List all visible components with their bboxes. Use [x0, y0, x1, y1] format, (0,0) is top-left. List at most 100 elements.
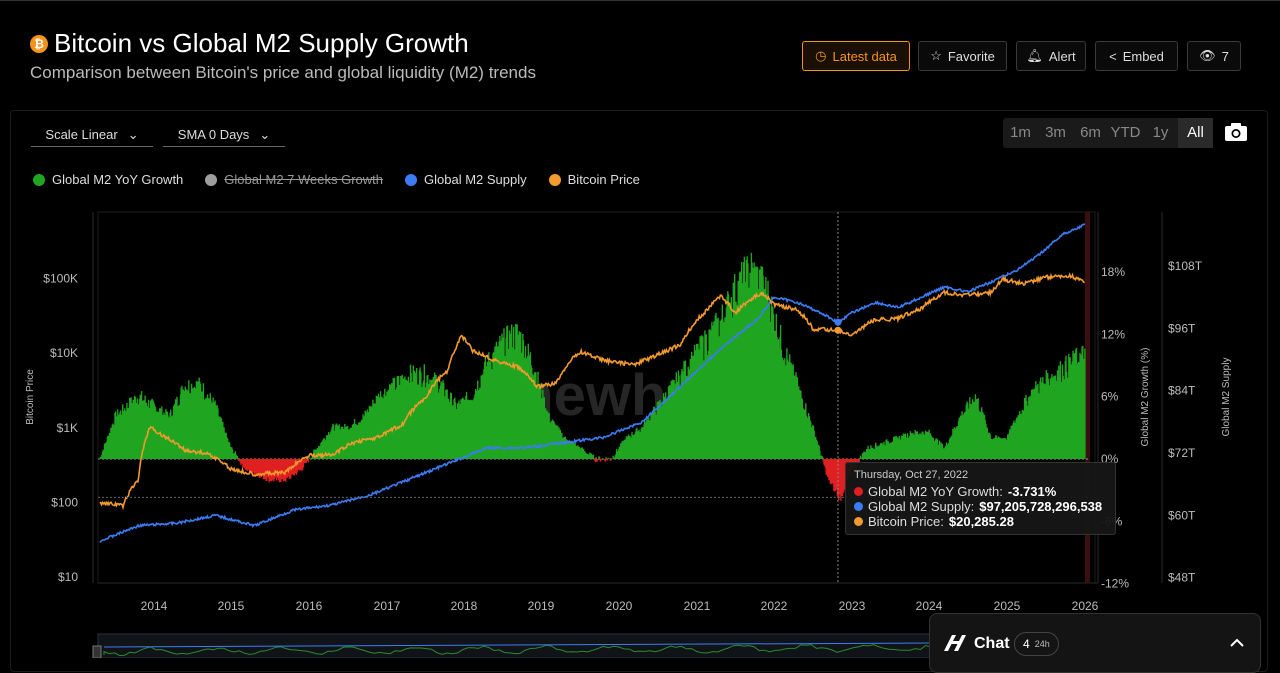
growth-area-positive	[99, 252, 1086, 459]
x-tick-label: 2024	[916, 599, 943, 613]
legend-dot	[548, 173, 561, 186]
tooltip-label: Global M2 YoY Growth:	[868, 484, 1003, 499]
growth-tick-label: -12%	[1101, 577, 1129, 591]
tooltip-row-btc: Bitcoin Price: $20,285.28	[854, 514, 1107, 529]
views-count: 7	[1221, 48, 1229, 64]
growth-area-negative	[99, 459, 863, 501]
legend-item-m2-supply[interactable]: Global M2 Supply	[405, 172, 527, 187]
chat-period: 24h	[1034, 639, 1050, 649]
supply-axis-title: Global M2 Supply	[1221, 358, 1232, 437]
m2-supply-line	[99, 223, 1086, 543]
alert-label: Alert	[1048, 48, 1076, 64]
newhedge-logo-icon	[944, 635, 966, 651]
x-tick-label: 2022	[761, 599, 788, 613]
tooltip-label: Global M2 Supply:	[868, 499, 975, 514]
title-row: ₿ Bitcoin vs Global M2 Supply Growth	[30, 28, 469, 59]
top-divider	[0, 0, 1280, 5]
navigator-supply-line	[103, 642, 931, 648]
tooltip-dot	[854, 517, 863, 526]
latest-data-label: Latest data	[832, 48, 897, 64]
btc-tick-label: $10K	[50, 346, 78, 360]
growth-tick-label: 18%	[1101, 265, 1125, 279]
x-tick-label: 2025	[994, 599, 1021, 613]
legend-label: Global M2 YoY Growth	[52, 172, 184, 187]
supply-tick-label: $48T	[1168, 571, 1196, 585]
growth-tick-label: 6%	[1101, 390, 1119, 404]
btc-tick-label: $1K	[57, 421, 78, 435]
page-subtitle: Comparison between Bitcoin's price and g…	[30, 63, 536, 82]
latest-data-button[interactable]: ◷ Latest data	[802, 41, 910, 71]
legend-item-m2-7w[interactable]: Global M2 7 Weeks Growth	[205, 172, 383, 187]
supply-tick-label: $84T	[1168, 384, 1196, 398]
supply-tick-label: $96T	[1168, 321, 1196, 335]
bitcoin-icon: ₿	[30, 34, 48, 53]
embed-button[interactable]: < Embed	[1095, 41, 1178, 71]
x-tick-label: 2014	[141, 599, 168, 613]
tooltip-date: Thursday, Oct 27, 2022	[854, 469, 969, 481]
bitcoin-price-line	[99, 272, 1085, 511]
chart-legend: Global M2 YoY Growth Global M2 7 Weeks G…	[33, 172, 640, 187]
x-tick-label: 2015	[218, 599, 245, 613]
range-1m[interactable]: 1m	[1010, 124, 1031, 141]
x-tick-label: 2020	[606, 599, 633, 613]
legend-label: Global M2 7 Weeks Growth	[224, 172, 384, 187]
scale-dropdown-label: Scale Linear	[45, 127, 118, 142]
growth-axis-title: Global M2 Growth (%)	[1140, 348, 1151, 447]
sma-dropdown[interactable]: SMA 0 Days ⌄	[163, 123, 285, 147]
supply-marker	[834, 318, 842, 326]
range-1y[interactable]: 1y	[1152, 124, 1169, 141]
chat-widget[interactable]: Chat 4 24h	[929, 613, 1261, 673]
legend-dot	[33, 173, 45, 186]
chart-canvas[interactable]: newhedge $10$100$1K$10K$100K-12%-6%0%6%1…	[0, 0, 1280, 658]
range-ytd[interactable]: YTD	[1110, 124, 1141, 141]
favorite-button[interactable]: ☆ Favorite	[918, 41, 1007, 71]
tooltip-value: $97,205,728,296,538	[979, 499, 1103, 514]
bell-icon: 🔔︎	[1026, 48, 1043, 63]
range-all[interactable]: All	[1178, 118, 1213, 148]
tooltip-value: -3.731%	[1007, 484, 1057, 499]
tooltip-value: $20,285.28	[948, 514, 1014, 529]
x-tick-label: 2026	[1072, 599, 1099, 613]
chat-count-badge: 4 24h	[1014, 632, 1059, 656]
chart-tooltip: Thursday, Oct 27, 2022 Global M2 YoY Gro…	[845, 462, 1116, 535]
chevron-down-icon: ⌄	[259, 126, 271, 142]
range-selector: 1m 3m 6m YTD 1y All	[1003, 118, 1213, 148]
embed-label: Embed	[1122, 48, 1164, 64]
x-tick-label: 2017	[374, 599, 401, 613]
btc-marker	[834, 326, 842, 334]
navigator-handle	[92, 645, 102, 658]
latest-marker	[1085, 212, 1090, 583]
btc-tick-label: $100	[51, 495, 78, 509]
range-6m[interactable]: 6m	[1080, 124, 1101, 141]
eye-icon: 👁︎	[1199, 48, 1216, 63]
star-icon: ☆	[930, 48, 942, 63]
tooltip-row-supply: Global M2 Supply: $97,205,728,296,538	[854, 499, 1107, 514]
legend-item-bitcoin-price[interactable]: Bitcoin Price	[548, 172, 640, 187]
btc-tick-label: $100K	[43, 272, 78, 286]
legend-dot	[405, 173, 418, 186]
supply-tick-label: $108T	[1168, 259, 1203, 273]
clock-icon: ◷	[815, 48, 827, 63]
x-tick-label: 2019	[528, 599, 555, 613]
x-tick-label: 2023	[839, 599, 866, 613]
legend-item-m2-yoy[interactable]: Global M2 YoY Growth	[33, 172, 183, 187]
favorite-label: Favorite	[947, 48, 995, 64]
tooltip-dot	[854, 487, 863, 496]
x-tick-label: 2021	[684, 599, 711, 613]
range-3m[interactable]: 3m	[1045, 124, 1066, 141]
camera-icon[interactable]	[1224, 121, 1248, 143]
navigator-growth-line	[103, 644, 937, 657]
legend-label: Bitcoin Price	[567, 172, 640, 187]
tooltip-row-growth: Global M2 YoY Growth: -3.731%	[854, 484, 1107, 499]
chevron-up-icon[interactable]	[1230, 638, 1244, 647]
btc-axis-title: Bitcoin Price	[25, 369, 36, 425]
chevron-down-icon: ⌄	[127, 126, 139, 142]
alert-button[interactable]: 🔔︎ Alert	[1016, 41, 1086, 71]
growth-tick-label: 12%	[1101, 327, 1125, 341]
tooltip-dot	[854, 502, 863, 511]
scale-dropdown[interactable]: Scale Linear ⌄	[31, 123, 153, 147]
btc-tick-label: $10	[58, 570, 78, 584]
x-tick-label: 2016	[296, 599, 323, 613]
views-button[interactable]: 👁︎ 7	[1187, 41, 1241, 71]
legend-label: Global M2 Supply	[424, 172, 527, 187]
